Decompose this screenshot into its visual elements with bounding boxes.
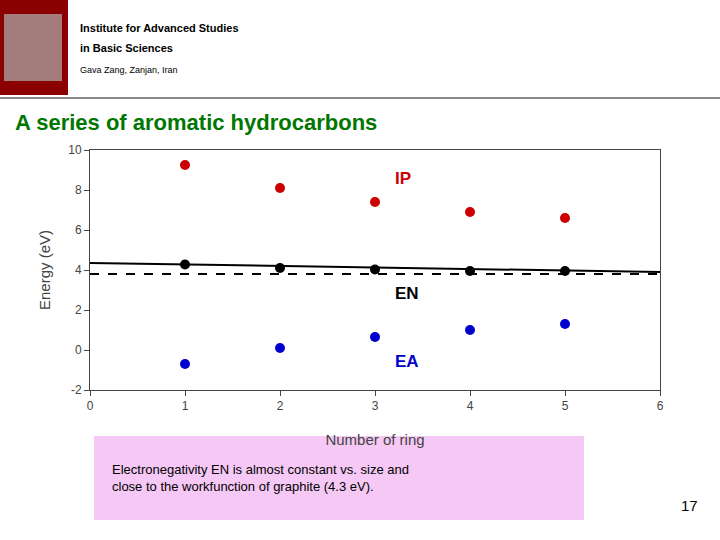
svg-text:8: 8 xyxy=(75,183,82,197)
svg-text:Energy (eV): Energy (eV) xyxy=(36,230,53,310)
svg-text:3: 3 xyxy=(372,399,379,413)
svg-text:17: 17 xyxy=(681,497,698,514)
svg-text:6: 6 xyxy=(657,399,664,413)
svg-text:2: 2 xyxy=(75,303,82,317)
svg-text:in Basic Sciences: in Basic Sciences xyxy=(80,42,173,54)
svg-text:4: 4 xyxy=(75,263,82,277)
svg-text:IP: IP xyxy=(395,169,411,188)
svg-text:2: 2 xyxy=(277,399,284,413)
svg-text:Electronegativity EN is almost: Electronegativity EN is almost constant … xyxy=(112,462,409,494)
svg-text:EA: EA xyxy=(395,352,419,371)
svg-text:Number of ring: Number of ring xyxy=(325,431,424,448)
svg-text:EN: EN xyxy=(395,284,419,303)
svg-text:10: 10 xyxy=(68,143,82,157)
svg-text:-2: -2 xyxy=(71,383,82,397)
svg-text:1: 1 xyxy=(182,399,189,413)
svg-text:4: 4 xyxy=(467,399,474,413)
svg-text:6: 6 xyxy=(75,223,82,237)
svg-text:5: 5 xyxy=(562,399,569,413)
svg-text:Institute for Advanced Studies: Institute for Advanced Studies xyxy=(80,22,239,34)
svg-text:0: 0 xyxy=(87,399,94,413)
svg-text:Gava Zang, Zanjan, Iran: Gava Zang, Zanjan, Iran xyxy=(80,65,178,75)
svg-text:0: 0 xyxy=(75,343,82,357)
svg-text:A series of aromatic hydrocarb: A series of aromatic hydrocarbons xyxy=(15,110,377,135)
